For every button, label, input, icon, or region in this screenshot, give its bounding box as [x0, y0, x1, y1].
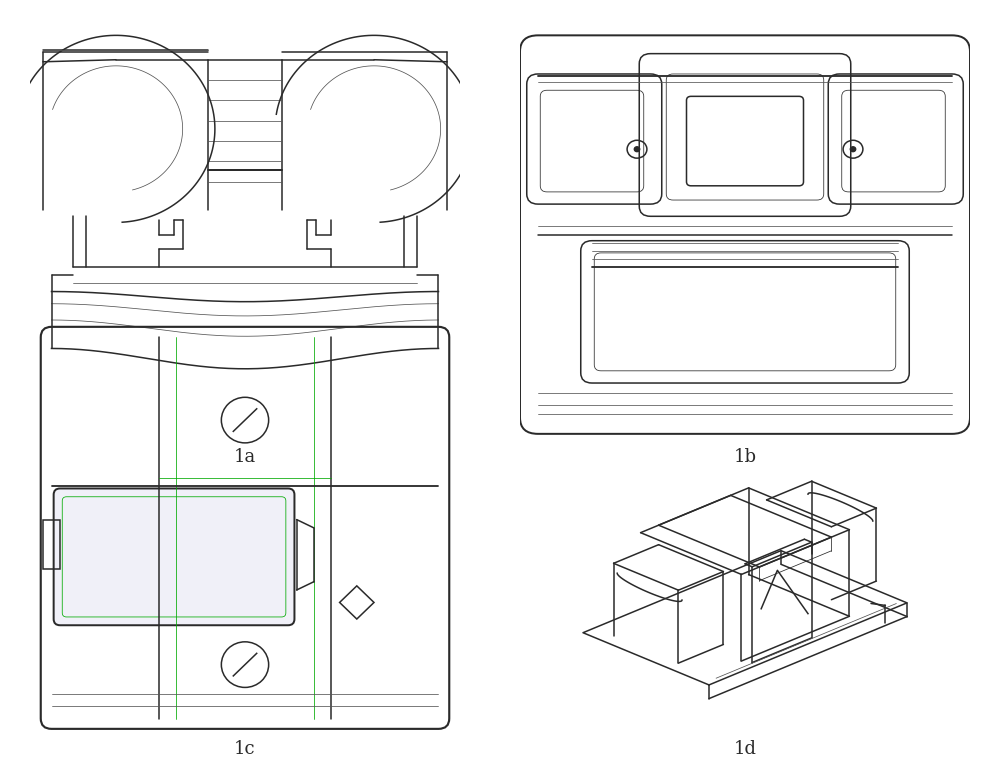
Text: 1d: 1d — [734, 740, 757, 759]
Text: 1c: 1c — [234, 740, 256, 759]
Text: 1b: 1b — [734, 448, 757, 467]
Bar — [43, 519, 60, 569]
Circle shape — [634, 147, 640, 152]
Text: 1a: 1a — [234, 448, 256, 467]
FancyBboxPatch shape — [54, 489, 294, 626]
Circle shape — [850, 147, 856, 152]
